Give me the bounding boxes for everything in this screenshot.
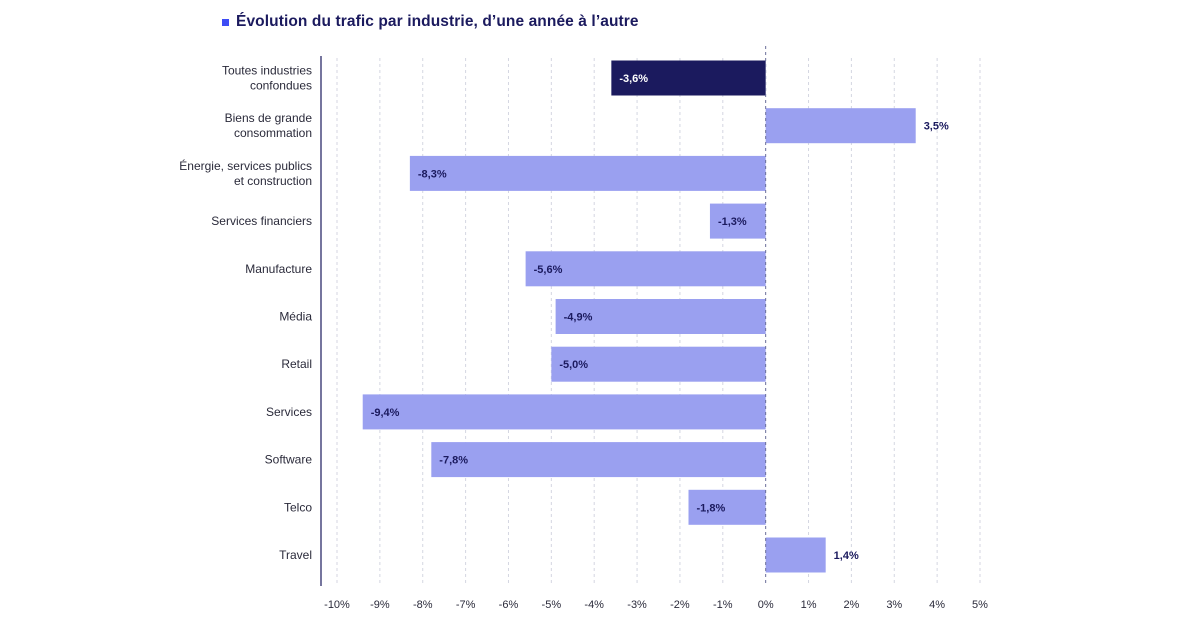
data-label: -5,0%: [559, 359, 588, 371]
x-tick-label: 0%: [758, 599, 774, 611]
category-label: Travel: [279, 548, 312, 562]
category-label: Services financiers: [211, 214, 312, 228]
category-label-line: Travel: [279, 548, 312, 562]
x-tick-label: -4%: [584, 599, 604, 611]
bar: [362, 394, 766, 430]
x-tick-label: 2%: [843, 599, 859, 611]
x-tick-label: 4%: [929, 599, 945, 611]
x-tick-label: 1%: [801, 599, 817, 611]
category-label: Média: [279, 310, 312, 324]
category-label-line: Biens de grande: [225, 111, 313, 125]
x-tick-label: -6%: [499, 599, 519, 611]
category-label-line: Manufacture: [245, 262, 312, 276]
x-tick-label: -2%: [670, 599, 690, 611]
bar: [709, 203, 766, 239]
chart-title-wrap: Évolution du trafic par industrie, d’une…: [222, 13, 639, 31]
bar: [551, 346, 766, 382]
x-tick-label: -5%: [542, 599, 562, 611]
bar: [409, 155, 766, 191]
category-label: Manufacture: [245, 262, 312, 276]
category-label-line: et construction: [234, 174, 312, 188]
data-label: 3,5%: [924, 121, 949, 133]
category-label-line: Telco: [284, 500, 312, 514]
category-label: Software: [265, 453, 313, 467]
data-label: -5,6%: [534, 264, 563, 276]
category-label-line: Software: [265, 453, 313, 467]
data-label: 1,4%: [834, 550, 859, 562]
title-marker-icon: [222, 18, 229, 26]
data-label: -9,4%: [371, 407, 400, 419]
category-label-line: consommation: [234, 126, 312, 140]
data-label: -7,8%: [439, 455, 468, 467]
category-label-line: Retail: [281, 357, 312, 371]
category-label-line: Services: [266, 405, 312, 419]
category-label: Telco: [284, 500, 312, 514]
bar: [525, 251, 766, 287]
x-tick-label: -10%: [324, 599, 350, 611]
x-tick-label: -9%: [370, 599, 390, 611]
x-tick-label: -8%: [413, 599, 433, 611]
x-tick-label: -3%: [627, 599, 647, 611]
x-tick-label: 3%: [886, 599, 902, 611]
x-tick-label: -1%: [713, 599, 733, 611]
data-label: -8,3%: [418, 168, 447, 180]
bar: [688, 489, 766, 525]
bar: [765, 537, 826, 573]
category-label: Services: [266, 405, 312, 419]
x-tick-label: -7%: [456, 599, 476, 611]
category-label-line: Toutes industries: [222, 64, 312, 78]
bar: [555, 299, 766, 334]
data-label: -4,9%: [564, 312, 593, 324]
chart-title: Évolution du trafic par industrie, d’une…: [236, 13, 639, 30]
category-label-line: Services financiers: [211, 214, 312, 228]
bar: [431, 442, 766, 478]
category-label-line: Média: [279, 310, 312, 324]
category-label-line: confondues: [250, 79, 312, 93]
category-label: Retail: [281, 357, 312, 371]
bar: [765, 108, 916, 144]
data-label: -1,3%: [718, 216, 747, 228]
data-label: -3,6%: [619, 73, 648, 85]
bar: [611, 60, 766, 96]
data-label: -1,8%: [697, 502, 726, 514]
x-tick-label: 5%: [972, 599, 988, 611]
category-label-line: Énergie, services publics: [179, 158, 312, 173]
